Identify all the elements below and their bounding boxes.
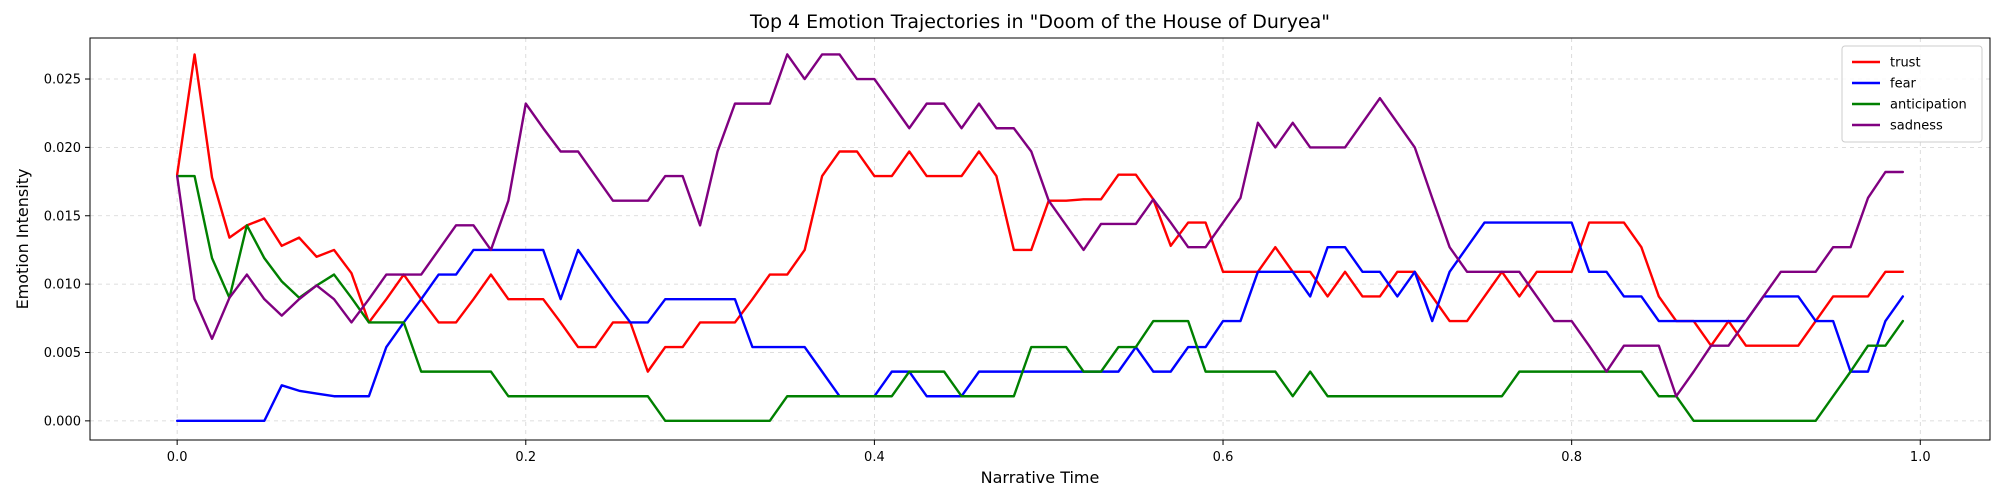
series-line-sadness bbox=[175, 53, 1905, 398]
y-tick-label: 0.015 bbox=[44, 209, 81, 224]
legend-label-fear: fear bbox=[1890, 77, 1917, 92]
legend-label-sadness: sadness bbox=[1890, 119, 1943, 134]
series-lines bbox=[175, 53, 1905, 423]
y-axis: 0.000 0.005 0.010 0.015 0.020 0.025 bbox=[44, 73, 90, 429]
x-tick-label: 0.6 bbox=[1213, 450, 1234, 465]
x-tick-label: 1.0 bbox=[1910, 450, 1931, 465]
legend-box bbox=[1841, 45, 1983, 143]
plot-frame bbox=[89, 37, 1991, 441]
y-tick-label: 0.005 bbox=[44, 346, 81, 361]
series-line-fear bbox=[175, 221, 1905, 423]
x-tick-label: 0.8 bbox=[1561, 450, 1582, 465]
legend-label-anticipation: anticipation bbox=[1890, 98, 1967, 113]
series-line-trust bbox=[175, 53, 1905, 373]
legend-label-trust: trust bbox=[1890, 56, 1921, 71]
y-tick-label: 0.020 bbox=[44, 141, 81, 156]
series-line-anticipation bbox=[175, 174, 1905, 423]
x-tick-label: 0.4 bbox=[864, 450, 885, 465]
x-axis-label: Narrative Time bbox=[981, 468, 1100, 487]
y-axis-label: Emotion Intensity bbox=[13, 169, 32, 310]
x-axis: 0.0 0.2 0.4 0.6 0.8 1.0 bbox=[167, 440, 1931, 465]
y-tick-label: 0.025 bbox=[44, 73, 81, 88]
y-tick-label: 0.010 bbox=[44, 278, 81, 293]
x-tick-label: 0.2 bbox=[515, 450, 536, 465]
x-tick-label: 0.0 bbox=[167, 450, 188, 465]
chart-title: Top 4 Emotion Trajectories in "Doom of t… bbox=[749, 11, 1330, 33]
y-tick-label: 0.000 bbox=[44, 414, 81, 429]
chart-legend: trust fear anticipation sadness bbox=[1841, 45, 1983, 143]
